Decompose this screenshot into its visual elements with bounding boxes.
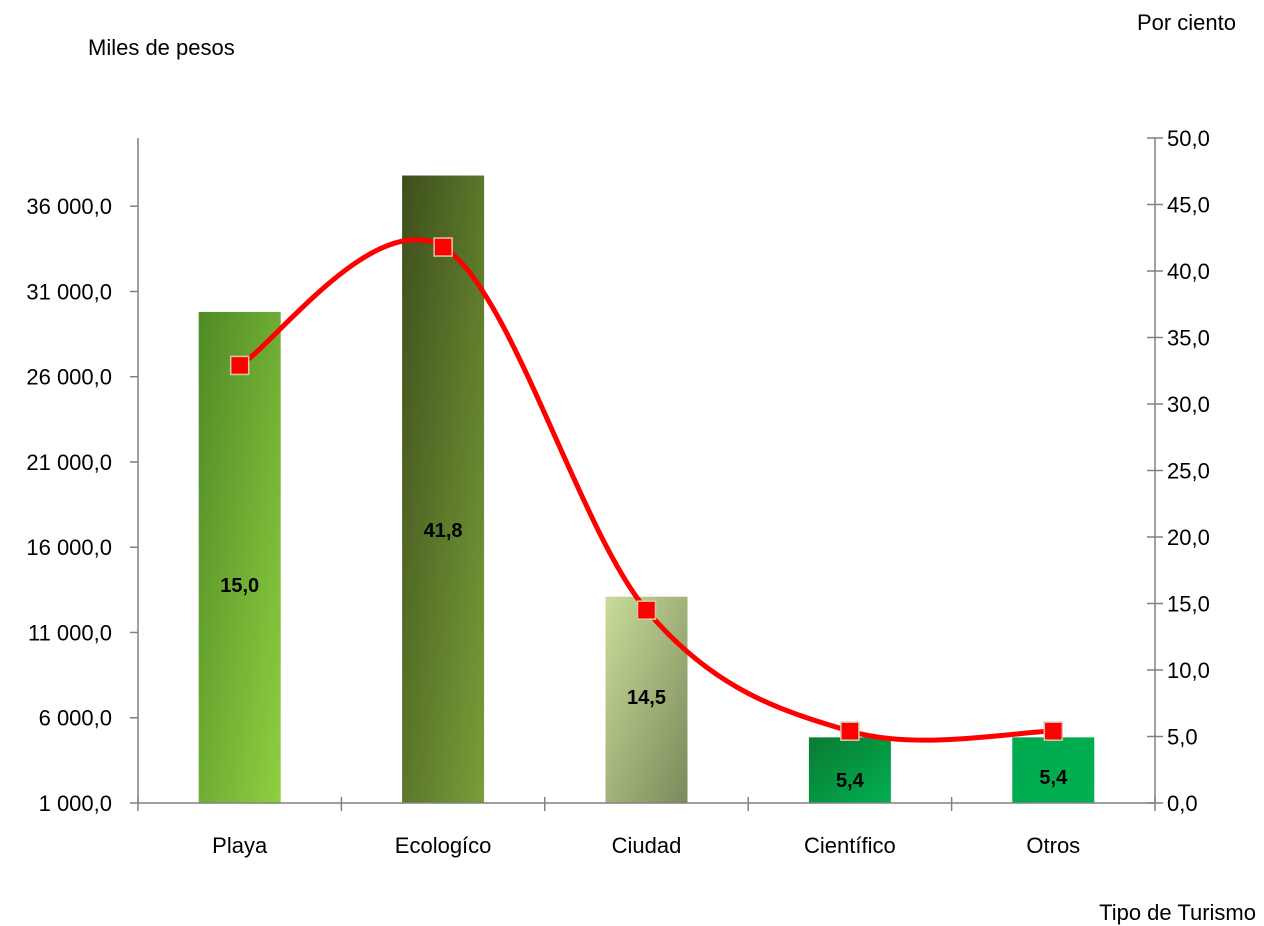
x-tick-label: Científico — [804, 833, 896, 858]
y2-tick-label: 10,0 — [1167, 658, 1210, 683]
line-series — [229, 237, 1064, 743]
y-tick-label: 11 000,0 — [28, 620, 112, 645]
y2-tick-label: 15,0 — [1167, 592, 1210, 617]
y2-tick-label: 30,0 — [1167, 392, 1210, 417]
bar-otros — [1012, 737, 1095, 803]
bar-series — [198, 175, 1095, 803]
x-tick-label: Ciudad — [612, 833, 682, 858]
y2-tick-label: 25,0 — [1167, 459, 1210, 484]
data-labels: 15,0 41,8 14,5 5,4 5,4 — [220, 520, 1068, 792]
x-tick-label: Playa — [212, 833, 268, 858]
x-axis-title: Tipo de Turismo — [1099, 900, 1256, 925]
y2-tick-label: 45,0 — [1167, 193, 1210, 218]
y2-tick-label: 5,0 — [1167, 725, 1198, 750]
y2-tick-label: 40,0 — [1167, 259, 1210, 284]
bar-playa — [198, 311, 281, 803]
bar-data-label: 15,0 — [220, 575, 259, 597]
bar-ecologíco — [402, 175, 485, 803]
bar-data-label: 41,8 — [424, 520, 463, 542]
y-tick-label: 1 000,0 — [39, 791, 112, 816]
bar-data-label: 5,4 — [836, 770, 865, 792]
y-tick-label: 36 000,0 — [26, 194, 112, 219]
bar-data-label: 14,5 — [627, 687, 666, 709]
bar-científico — [808, 737, 891, 803]
axes: 1 000,0 6 000,0 11 000,0 16 000,0 21 000,0 26… — [26, 126, 1209, 858]
bar-data-label: 5,4 — [1039, 767, 1068, 789]
y-axis-title: Miles de pesos — [88, 35, 235, 60]
x-tick-label: Ecologíco — [395, 833, 492, 858]
line-marker-ciudad — [636, 600, 657, 620]
line-marker-científico — [840, 721, 860, 741]
y-tick-label: 26 000,0 — [26, 365, 112, 390]
y2-tick-label: 0,0 — [1167, 791, 1198, 816]
line-marker-otros — [1043, 721, 1064, 741]
bar-ciudad — [605, 596, 688, 803]
y2-tick-label: 35,0 — [1167, 326, 1210, 351]
y-tick-label: 16 000,0 — [26, 535, 112, 560]
y2-axis-title: Por ciento — [1137, 10, 1236, 35]
x-tick-label: Otros — [1026, 833, 1080, 858]
y-tick-label: 6 000,0 — [39, 706, 112, 731]
y-tick-label: 31 000,0 — [26, 279, 112, 304]
y2-tick-label: 50,0 — [1167, 126, 1210, 151]
line-marker-ecologíco — [433, 237, 453, 257]
line-marker-playa — [229, 355, 250, 376]
y-tick-label: 21 000,0 — [26, 450, 112, 475]
percent-line — [237, 237, 1056, 743]
y2-tick-label: 20,0 — [1167, 525, 1210, 550]
